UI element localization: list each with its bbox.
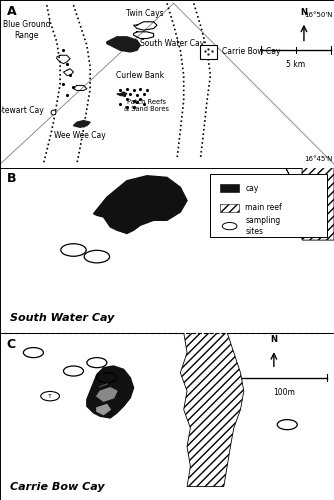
Bar	[220, 184, 239, 192]
Text: B: B	[7, 172, 16, 186]
Text: Carrie Bow Cay: Carrie Bow Cay	[10, 482, 105, 492]
Text: Curlew Bank: Curlew Bank	[116, 71, 164, 80]
Text: N: N	[271, 335, 277, 344]
Text: Stewart Cay: Stewart Cay	[0, 106, 43, 115]
Text: Blue Ground
Range: Blue Ground Range	[3, 20, 50, 40]
Text: Wee Wee Cay: Wee Wee Cay	[54, 130, 106, 140]
Text: Carrie Bow Cay: Carrie Bow Cay	[222, 46, 281, 56]
Text: cay: cay	[245, 184, 259, 192]
Text: main reef: main reef	[245, 204, 282, 212]
Polygon shape	[180, 332, 244, 486]
Text: 100m: 100m	[273, 388, 295, 397]
Text: 5 km: 5 km	[286, 60, 305, 70]
Text: 16°50'N: 16°50'N	[304, 12, 332, 18]
Polygon shape	[97, 388, 117, 401]
Bar	[210, 174, 327, 237]
Text: sampling
sites: sampling sites	[245, 216, 281, 236]
Polygon shape	[117, 92, 127, 96]
Polygon shape	[94, 176, 187, 234]
Text: C: C	[7, 338, 16, 350]
Text: 16°45'N: 16°45'N	[304, 156, 332, 162]
Text: T: T	[48, 394, 52, 398]
Text: A: A	[7, 5, 16, 18]
Bar	[200, 45, 217, 59]
Text: South Water Cay: South Water Cay	[140, 39, 204, 48]
Text: Patch Reefs
& Sand Bores: Patch Reefs & Sand Bores	[125, 99, 169, 112]
Polygon shape	[286, 168, 334, 240]
Polygon shape	[107, 37, 140, 52]
Polygon shape	[97, 404, 110, 414]
Text: South Water Cay: South Water Cay	[10, 312, 114, 322]
Polygon shape	[87, 366, 134, 418]
Polygon shape	[73, 120, 90, 128]
Bar	[220, 204, 239, 212]
Text: N: N	[301, 8, 307, 16]
Text: Twin Cays: Twin Cays	[127, 10, 164, 18]
